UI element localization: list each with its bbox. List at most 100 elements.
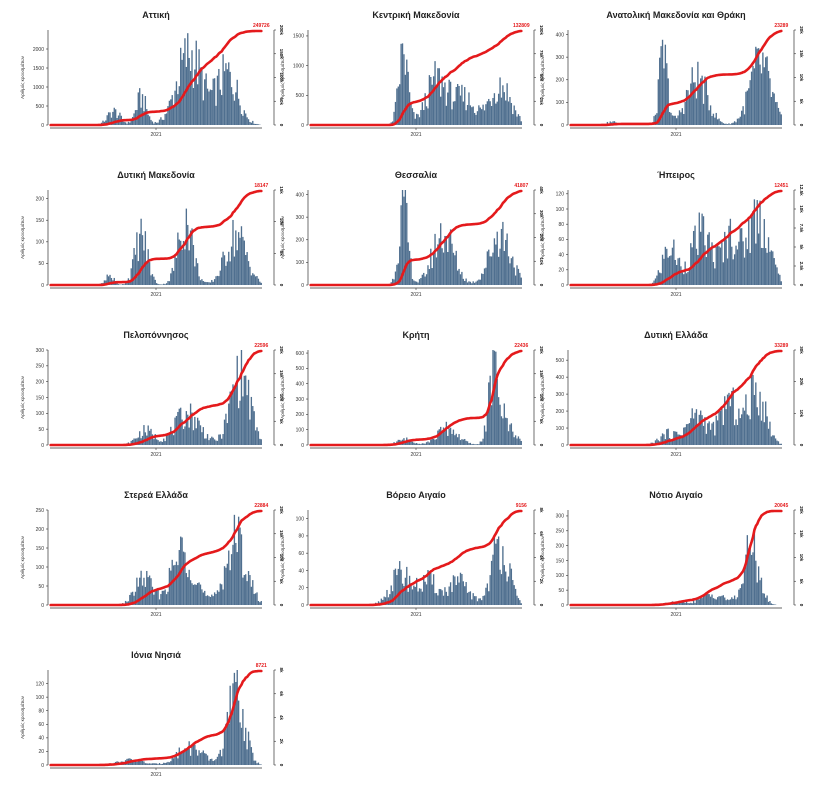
daily-case-bar xyxy=(451,433,453,445)
daily-case-bar xyxy=(212,78,214,125)
daily-case-bar xyxy=(728,600,730,605)
right-tick-label: 10k xyxy=(279,394,284,402)
daily-case-bar xyxy=(421,274,423,285)
daily-case-bar xyxy=(666,248,668,285)
right-tick-label: 5k xyxy=(799,579,804,585)
y-axis-label: Αριθμός κρουσμάτων xyxy=(539,375,545,419)
daily-case-bar xyxy=(722,595,724,605)
daily-case-bar xyxy=(196,263,199,285)
daily-case-bar xyxy=(187,33,189,125)
y-tick-label: 0 xyxy=(41,443,44,449)
daily-case-bar xyxy=(519,600,521,605)
daily-case-bar xyxy=(222,748,224,765)
daily-case-bar xyxy=(512,114,514,125)
daily-case-bar xyxy=(140,760,142,765)
daily-case-bar xyxy=(253,760,255,765)
right-tick-label: 100k xyxy=(539,25,544,36)
daily-case-bar xyxy=(180,240,182,285)
daily-case-bar xyxy=(681,436,683,445)
daily-case-bar xyxy=(510,423,513,445)
daily-case-bar xyxy=(195,428,197,445)
daily-case-bar xyxy=(701,415,703,445)
daily-case-bar xyxy=(424,443,426,445)
daily-case-bar xyxy=(656,275,658,285)
daily-case-bar xyxy=(513,585,515,605)
daily-case-bar xyxy=(146,763,148,765)
daily-case-bar xyxy=(222,54,224,125)
daily-case-bar xyxy=(239,400,241,445)
daily-case-bar xyxy=(143,577,145,605)
cumulative-cases-line xyxy=(49,189,263,287)
daily-case-bar xyxy=(218,276,220,285)
daily-case-bar xyxy=(509,563,511,605)
daily-case-bar xyxy=(202,281,204,285)
daily-case-bar xyxy=(146,109,148,125)
daily-case-bar xyxy=(134,591,137,605)
daily-case-bar xyxy=(452,429,455,445)
daily-case-bar xyxy=(233,514,236,605)
daily-case-bar xyxy=(490,105,493,125)
daily-case-bar xyxy=(732,122,734,125)
y-tick-label: 250 xyxy=(556,529,565,535)
daily-case-bar xyxy=(705,433,708,445)
daily-case-bar xyxy=(499,77,501,125)
daily-case-bar xyxy=(685,273,688,285)
right-tick-label: 10k xyxy=(799,74,804,82)
daily-case-bar xyxy=(452,252,455,285)
daily-case-bar xyxy=(192,430,195,445)
y-tick-label: 200 xyxy=(556,409,565,415)
daily-case-bar xyxy=(185,208,188,285)
daily-case-bar xyxy=(109,274,111,285)
daily-case-bar xyxy=(743,569,746,605)
daily-case-bar xyxy=(223,419,226,445)
y-tick-label: 200 xyxy=(36,379,45,385)
daily-case-bar xyxy=(187,577,189,605)
y-tick-label: 100 xyxy=(556,207,565,213)
daily-case-bar xyxy=(172,758,175,765)
daily-case-bar xyxy=(461,84,463,125)
daily-case-bar xyxy=(714,435,716,445)
daily-case-bar xyxy=(458,85,460,125)
daily-case-bar xyxy=(514,588,517,605)
y-tick-label: 100 xyxy=(36,565,45,571)
daily-case-bar xyxy=(517,598,520,605)
y-tick-label: 1500 xyxy=(33,66,44,72)
daily-case-bar xyxy=(134,438,137,445)
daily-case-bar xyxy=(664,44,667,126)
daily-case-bar xyxy=(165,762,168,765)
daily-case-bar xyxy=(249,419,251,445)
daily-case-bar xyxy=(139,577,141,605)
daily-case-bar xyxy=(690,602,692,605)
daily-case-bar xyxy=(452,575,455,605)
daily-case-bar xyxy=(763,422,765,445)
daily-case-bar xyxy=(465,110,467,125)
daily-case-bar xyxy=(394,568,397,605)
daily-case-bar xyxy=(729,599,732,605)
daily-case-bar xyxy=(434,233,436,285)
daily-case-bar xyxy=(687,603,689,605)
daily-case-bar xyxy=(247,379,250,445)
daily-case-bar xyxy=(702,425,705,445)
daily-case-bar xyxy=(400,43,402,125)
daily-case-bar xyxy=(122,120,124,125)
daily-case-bar xyxy=(763,219,765,285)
daily-case-bar xyxy=(753,395,756,445)
daily-case-bar xyxy=(239,527,241,605)
daily-case-bar xyxy=(199,67,202,125)
cumulative-cases-line xyxy=(49,29,263,127)
daily-case-bar xyxy=(731,597,733,605)
y-tick-label: 0 xyxy=(561,443,564,449)
daily-case-bar xyxy=(664,246,667,285)
daily-case-bar xyxy=(657,270,659,285)
daily-case-bar xyxy=(728,123,730,125)
daily-case-bar xyxy=(425,442,428,445)
daily-case-bar xyxy=(189,230,192,285)
daily-case-bar xyxy=(711,423,713,445)
daily-case-bar xyxy=(687,90,689,125)
daily-case-bar xyxy=(171,433,173,445)
daily-case-bar xyxy=(160,764,162,765)
daily-case-bar xyxy=(417,591,419,605)
daily-case-bar xyxy=(411,108,414,125)
daily-case-bar xyxy=(198,49,200,125)
daily-case-bar xyxy=(163,762,165,765)
